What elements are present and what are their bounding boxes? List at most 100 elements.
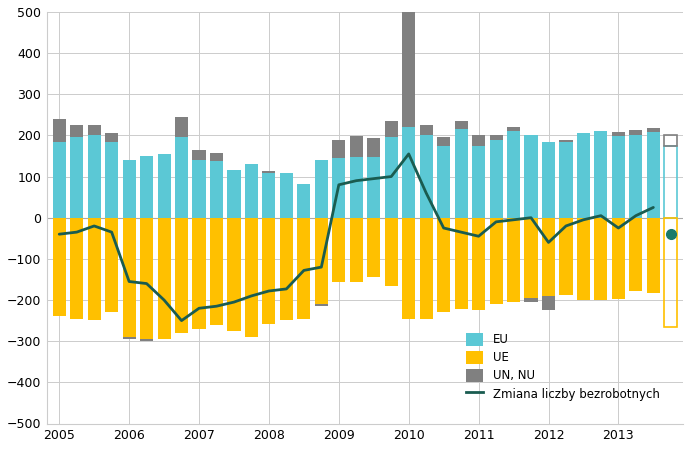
Bar (52, 218, 66, 317)
Bar (489, 218, 502, 304)
Bar (524, 218, 538, 298)
Bar (315, 160, 328, 218)
Bar (420, 136, 433, 218)
Bar (123, 337, 136, 339)
Bar (420, 125, 433, 136)
Bar (402, 127, 415, 218)
Bar (140, 218, 153, 339)
Bar (455, 121, 468, 129)
Bar (140, 156, 153, 218)
Bar (629, 218, 642, 291)
Bar (664, 218, 678, 327)
Bar (664, 136, 678, 145)
Bar (542, 141, 555, 218)
Bar (297, 218, 310, 318)
Bar (105, 218, 118, 313)
Bar (52, 141, 66, 218)
Bar (472, 145, 485, 218)
Bar (175, 117, 188, 137)
Bar (333, 158, 346, 218)
Bar (612, 136, 625, 218)
Bar (577, 218, 590, 300)
Bar (455, 129, 468, 218)
Bar (629, 135, 642, 218)
Bar (385, 121, 398, 137)
Bar (647, 218, 660, 293)
Bar (385, 137, 398, 218)
Bar (402, 0, 415, 127)
Bar (437, 137, 450, 145)
Bar (437, 145, 450, 218)
Bar (333, 140, 346, 158)
Bar (542, 296, 555, 310)
Bar (105, 141, 118, 218)
Bar (228, 170, 241, 218)
Bar (123, 160, 136, 218)
Bar (507, 127, 520, 131)
Bar (70, 218, 83, 318)
Bar (489, 136, 502, 140)
Bar (612, 132, 625, 136)
Bar (367, 218, 380, 277)
Bar (560, 218, 573, 295)
Bar (594, 131, 607, 218)
Bar (577, 133, 590, 218)
Bar (105, 133, 118, 141)
Bar (245, 218, 258, 337)
Bar (420, 218, 433, 318)
Bar (560, 141, 573, 218)
Bar (157, 218, 170, 339)
Bar (280, 173, 293, 218)
Bar (629, 130, 642, 135)
Bar (489, 140, 502, 218)
Bar (297, 184, 310, 218)
Bar (88, 218, 101, 320)
Bar (193, 218, 206, 329)
Bar (228, 218, 241, 331)
Bar (140, 339, 153, 341)
Bar (123, 218, 136, 337)
Bar (472, 218, 485, 310)
Bar (280, 218, 293, 320)
Bar (385, 218, 398, 286)
Bar (542, 218, 555, 296)
Bar (210, 218, 223, 325)
Bar (455, 218, 468, 309)
Bar (88, 125, 101, 136)
Bar (524, 298, 538, 302)
Bar (210, 161, 223, 218)
Bar (52, 119, 66, 141)
Bar (315, 304, 328, 306)
Bar (175, 137, 188, 218)
Bar (594, 218, 607, 300)
Bar (367, 138, 380, 157)
Bar (647, 132, 660, 218)
Bar (193, 160, 206, 218)
Bar (70, 137, 83, 218)
Bar (262, 218, 275, 324)
Bar (350, 218, 363, 282)
Bar (507, 131, 520, 218)
Bar (647, 128, 660, 132)
Bar (437, 218, 450, 312)
Bar (88, 136, 101, 218)
Bar (245, 164, 258, 218)
Bar (193, 150, 206, 160)
Bar (402, 218, 415, 318)
Bar (664, 145, 678, 218)
Bar (560, 140, 573, 141)
Bar (315, 218, 328, 304)
Bar (333, 218, 346, 282)
Bar (472, 136, 485, 145)
Legend: EU, UE, UN, NU, Zmiana liczby bezrobotnych: EU, UE, UN, NU, Zmiana liczby bezrobotny… (461, 328, 664, 405)
Bar (350, 136, 363, 157)
Bar (367, 157, 380, 218)
Bar (262, 173, 275, 218)
Bar (524, 136, 538, 218)
Bar (350, 157, 363, 218)
Bar (507, 218, 520, 302)
Bar (70, 125, 83, 137)
Bar (612, 218, 625, 299)
Bar (157, 154, 170, 218)
Bar (262, 171, 275, 173)
